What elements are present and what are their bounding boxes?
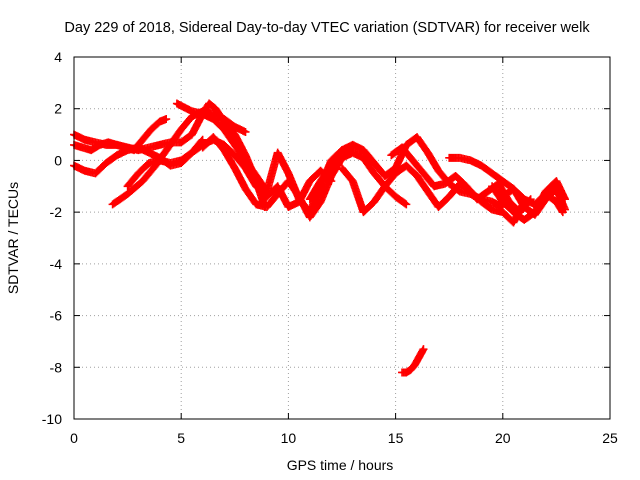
data-point	[162, 115, 171, 124]
x-tick-label: 20	[495, 430, 511, 446]
ticks	[73, 56, 611, 420]
series-track-j	[387, 143, 535, 217]
y-tick-label: 2	[54, 101, 62, 117]
data-point	[402, 200, 411, 209]
x-tick-label: 25	[602, 430, 618, 446]
chart-title: Day 229 of 2018, Sidereal Day-to-day VTE…	[64, 20, 590, 36]
y-tick-label: 0	[54, 152, 62, 168]
x-axis-label: GPS time / hours	[287, 457, 394, 473]
series-track-g	[198, 133, 411, 222]
data-point	[401, 199, 410, 208]
series-track-m	[498, 184, 569, 219]
data-point	[241, 127, 250, 136]
plot-frame	[73, 56, 611, 420]
x-tick-labels: 0 5 10 15 20 25	[70, 430, 618, 446]
y-tick-label: -4	[50, 256, 63, 272]
grid	[74, 57, 610, 419]
data-point	[560, 205, 569, 214]
x-tick-label: 5	[177, 430, 185, 446]
x-tick-label: 0	[70, 430, 78, 446]
y-tick-label: -10	[42, 411, 62, 427]
y-tick-label: -2	[50, 204, 63, 220]
x-tick-label: 15	[388, 430, 404, 446]
y-tick-label: -6	[50, 308, 63, 324]
y-axis-label: SDTVAR / TECUs	[5, 182, 21, 294]
series-outlier	[398, 345, 428, 377]
data-points	[70, 99, 569, 377]
data-point	[419, 345, 428, 354]
y-tick-labels: -10 -8 -6 -4 -2 0 2 4	[42, 49, 62, 427]
x-tick-label: 10	[281, 430, 297, 446]
y-tick-label: -8	[50, 359, 63, 375]
y-tick-label: 4	[54, 49, 62, 65]
